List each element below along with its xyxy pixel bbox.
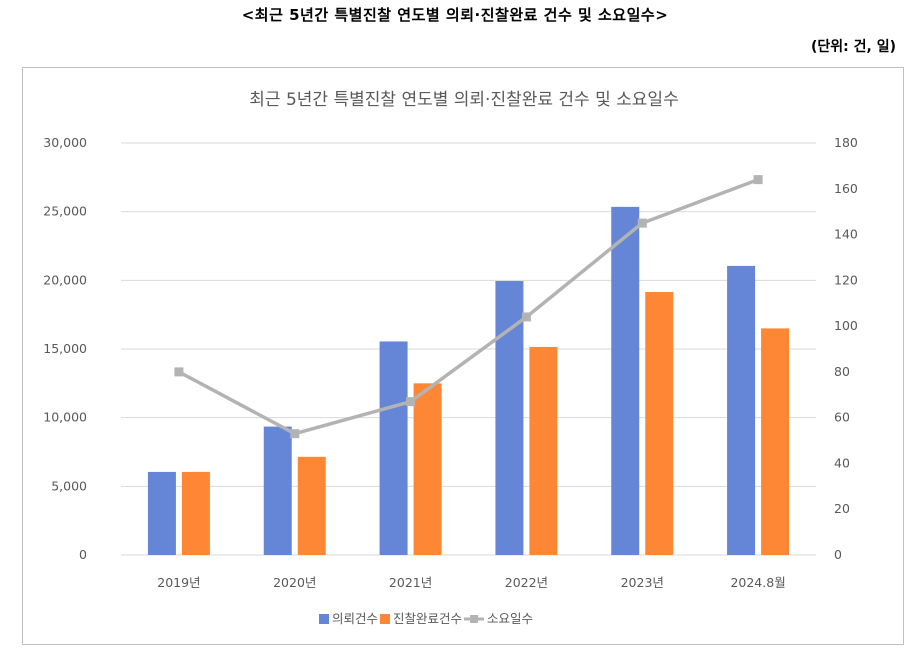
- days-line-path: [178, 177, 759, 436]
- days-line-point: [290, 429, 300, 439]
- x-tick-label: 2023년: [621, 575, 664, 590]
- y-right-tick-label: 20: [834, 501, 850, 516]
- bar-completions: [413, 383, 442, 555]
- bar-requests: [263, 426, 292, 555]
- x-tick-label: 2024.8월: [730, 575, 785, 590]
- y-left-tick-label: 15,000: [43, 341, 87, 356]
- days-line: [174, 175, 763, 439]
- y-right-tick-label: 60: [834, 410, 850, 425]
- days-line-point: [406, 397, 416, 407]
- legend-completions-swatch: [380, 614, 391, 624]
- bar-requests: [611, 206, 640, 556]
- legend: 의뢰건수 진찰완료건수 소요일수: [319, 611, 533, 626]
- chart-frame: 최근 5년간 특별진찰 연도별 의뢰·진찰완료 건수 및 소요일수 0 5,000…: [22, 67, 904, 645]
- y-right-tick-label: 120: [834, 272, 858, 287]
- days-line-point: [521, 312, 531, 322]
- axis-labels: 0 5,000 10,000 15,000 20,000 25,000 30,000 0 20 4…: [43, 135, 858, 590]
- days-line-point: [753, 175, 763, 185]
- legend-days-marker: [470, 615, 479, 623]
- legend-days-label: 소요일수: [487, 611, 533, 626]
- page-title: <최근 5년간 특별진찰 연도별 의뢰·진찰완료 건수 및 소요일수>: [241, 6, 669, 24]
- y-right-tick-label: 40: [834, 455, 850, 470]
- y-right-tick-label: 160: [834, 181, 858, 196]
- x-tick-label: 2019년: [157, 575, 200, 590]
- x-tick-label: 2020년: [273, 575, 316, 590]
- y-right-tick-label: 140: [834, 227, 858, 242]
- legend-requests-label: 의뢰건수: [332, 611, 378, 626]
- legend-requests-swatch: [319, 614, 329, 624]
- days-line-point: [174, 367, 184, 377]
- y-right-tick-label: 180: [834, 135, 858, 150]
- bars: [147, 206, 790, 556]
- bar-completions: [297, 456, 326, 555]
- bar-requests: [147, 471, 176, 555]
- y-left-tick-label: 25,000: [43, 204, 87, 219]
- bar-requests: [495, 281, 524, 555]
- chart-title: 최근 5년간 특별진찰 연도별 의뢰·진찰완료 건수 및 소요일수: [249, 90, 678, 110]
- y-left-tick-label: 20,000: [43, 272, 87, 287]
- y-left-tick-label: 30,000: [43, 135, 87, 150]
- x-tick-label: 2021년: [389, 575, 432, 590]
- y-right-tick-label: 100: [834, 318, 858, 333]
- x-tick-label: 2022년: [505, 575, 548, 590]
- y-left-tick-label: 5,000: [51, 478, 87, 493]
- bar-completions: [529, 346, 558, 555]
- unit-note: (단위: 건, 일): [811, 39, 896, 55]
- bar-requests: [379, 341, 408, 555]
- bar-requests: [727, 265, 756, 555]
- bar-completions: [181, 471, 210, 555]
- combo-chart: 최근 5년간 특별진찰 연도별 의뢰·진찰완료 건수 및 소요일수 0 5,000…: [43, 90, 858, 626]
- gridlines: [121, 142, 816, 556]
- bar-completions: [645, 292, 674, 555]
- y-right-tick-label: 80: [834, 364, 850, 379]
- legend-completions-label: 진찰완료건수: [393, 611, 462, 626]
- bar-completions: [761, 328, 790, 555]
- days-line-point: [637, 218, 647, 228]
- y-left-tick-label: 0: [79, 547, 87, 562]
- y-right-tick-label: 0: [834, 547, 842, 562]
- y-left-tick-label: 10,000: [43, 410, 87, 425]
